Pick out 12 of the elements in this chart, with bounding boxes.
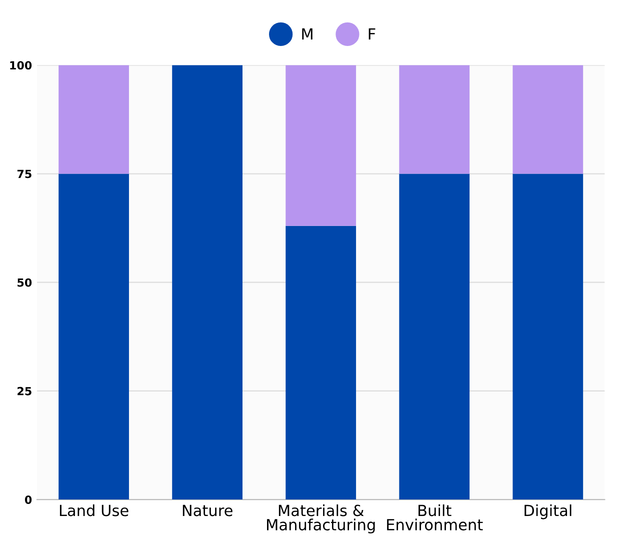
- x-tick-label: Digital: [524, 504, 572, 520]
- y-tick-label: 50: [18, 278, 32, 287]
- legend-label: F: [368, 28, 376, 40]
- y-tick-label: 100: [10, 61, 32, 70]
- x-tick-label: Land Use: [60, 504, 128, 516]
- legend-label: M: [302, 28, 312, 40]
- y-tick-label: 0: [24, 496, 32, 504]
- y-tick-label: 75: [17, 170, 32, 178]
- x-tick-label: Built Environment: [387, 504, 483, 530]
- x-tick-label: Materials & Manufacturing: [267, 504, 375, 534]
- y-tick-label: 25: [18, 386, 32, 396]
- x-tick-label: Nature: [182, 504, 232, 516]
